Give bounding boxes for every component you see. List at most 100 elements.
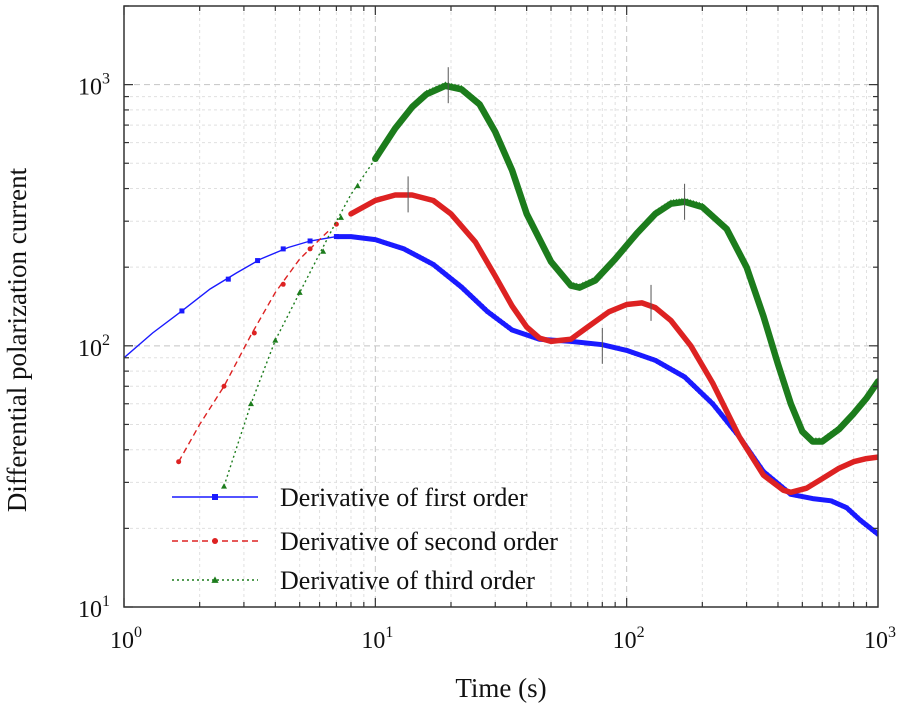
data-point — [474, 298, 479, 303]
data-point — [361, 205, 366, 210]
data-point — [443, 207, 448, 212]
data-point — [518, 192, 524, 197]
data-point — [722, 416, 727, 421]
legend-marker — [212, 538, 218, 544]
data-point — [615, 346, 620, 351]
data-point — [410, 192, 415, 197]
data-point — [683, 336, 688, 341]
data-point — [348, 211, 353, 216]
data-point — [439, 82, 445, 88]
data-point — [659, 310, 664, 315]
data-point — [828, 498, 833, 503]
data-point — [427, 88, 433, 93]
data-point — [461, 225, 466, 230]
data-point — [775, 359, 781, 365]
data-point — [833, 426, 839, 432]
data-point — [752, 287, 758, 292]
series-3 — [221, 81, 878, 489]
data-point — [412, 100, 418, 105]
data-point — [592, 276, 598, 281]
data-point — [446, 274, 451, 279]
data-point — [545, 251, 551, 256]
data-point — [813, 480, 818, 485]
data-point — [568, 337, 573, 342]
data-point — [221, 483, 228, 489]
data-point — [680, 332, 685, 337]
data-point — [449, 82, 455, 88]
data-point — [676, 371, 681, 376]
data-point — [698, 359, 703, 364]
data-point — [704, 395, 709, 400]
data-point — [855, 515, 860, 520]
legend-swatch-2 — [172, 538, 258, 544]
data-point — [515, 183, 521, 188]
data-point — [398, 245, 403, 250]
data-point — [671, 322, 676, 327]
data-point — [364, 236, 369, 241]
data-point — [491, 314, 496, 319]
data-point — [795, 488, 800, 493]
data-point — [468, 293, 473, 298]
data-point — [521, 320, 526, 325]
data-point — [746, 448, 751, 453]
data-point — [713, 405, 718, 410]
data-point — [534, 333, 539, 338]
series-line-leading — [124, 235, 337, 359]
data-point — [450, 277, 455, 282]
data-point — [852, 513, 857, 518]
data-point — [419, 195, 424, 200]
data-point — [662, 313, 667, 318]
data-point — [404, 248, 409, 253]
data-point — [413, 193, 418, 198]
data-point — [503, 323, 508, 328]
data-point — [586, 278, 592, 284]
data-point — [667, 366, 672, 371]
data-point — [813, 496, 818, 501]
data-point — [375, 150, 381, 155]
data-point — [406, 106, 412, 111]
data-point — [724, 224, 730, 229]
data-point — [533, 227, 539, 232]
data-point — [272, 337, 279, 343]
data-point — [434, 264, 439, 269]
data-point — [857, 401, 863, 406]
data-point — [825, 432, 831, 438]
data-point — [677, 329, 682, 334]
data-point — [791, 406, 797, 411]
data-point — [804, 486, 809, 491]
data-point — [598, 269, 604, 275]
data-point — [622, 243, 627, 248]
data-point — [355, 208, 360, 213]
data-point — [501, 146, 507, 151]
data-point — [870, 527, 875, 532]
data-point — [482, 307, 487, 312]
data-point — [775, 483, 780, 488]
data-point — [524, 325, 529, 330]
data-point — [474, 97, 479, 102]
data-point — [858, 458, 863, 463]
data-point — [348, 234, 353, 239]
data-point — [572, 339, 577, 344]
y-axis-label: Differential polarization current — [2, 167, 32, 512]
data-point — [594, 342, 599, 347]
data-point — [729, 235, 735, 240]
data-point — [392, 243, 397, 248]
data-point — [588, 322, 593, 327]
data-point — [456, 282, 461, 287]
data-point — [462, 287, 467, 292]
data-point — [850, 510, 855, 515]
data-point — [699, 202, 705, 207]
data-point — [621, 347, 626, 352]
data-point — [421, 92, 427, 97]
data-point — [479, 249, 484, 254]
data-point — [434, 200, 439, 205]
data-point — [866, 389, 872, 394]
data-point — [524, 209, 530, 214]
legend-marker — [212, 494, 218, 500]
data-point — [670, 368, 675, 373]
data-point — [346, 234, 351, 239]
data-point — [395, 244, 400, 249]
data-point — [704, 370, 709, 375]
data-point — [813, 437, 819, 442]
